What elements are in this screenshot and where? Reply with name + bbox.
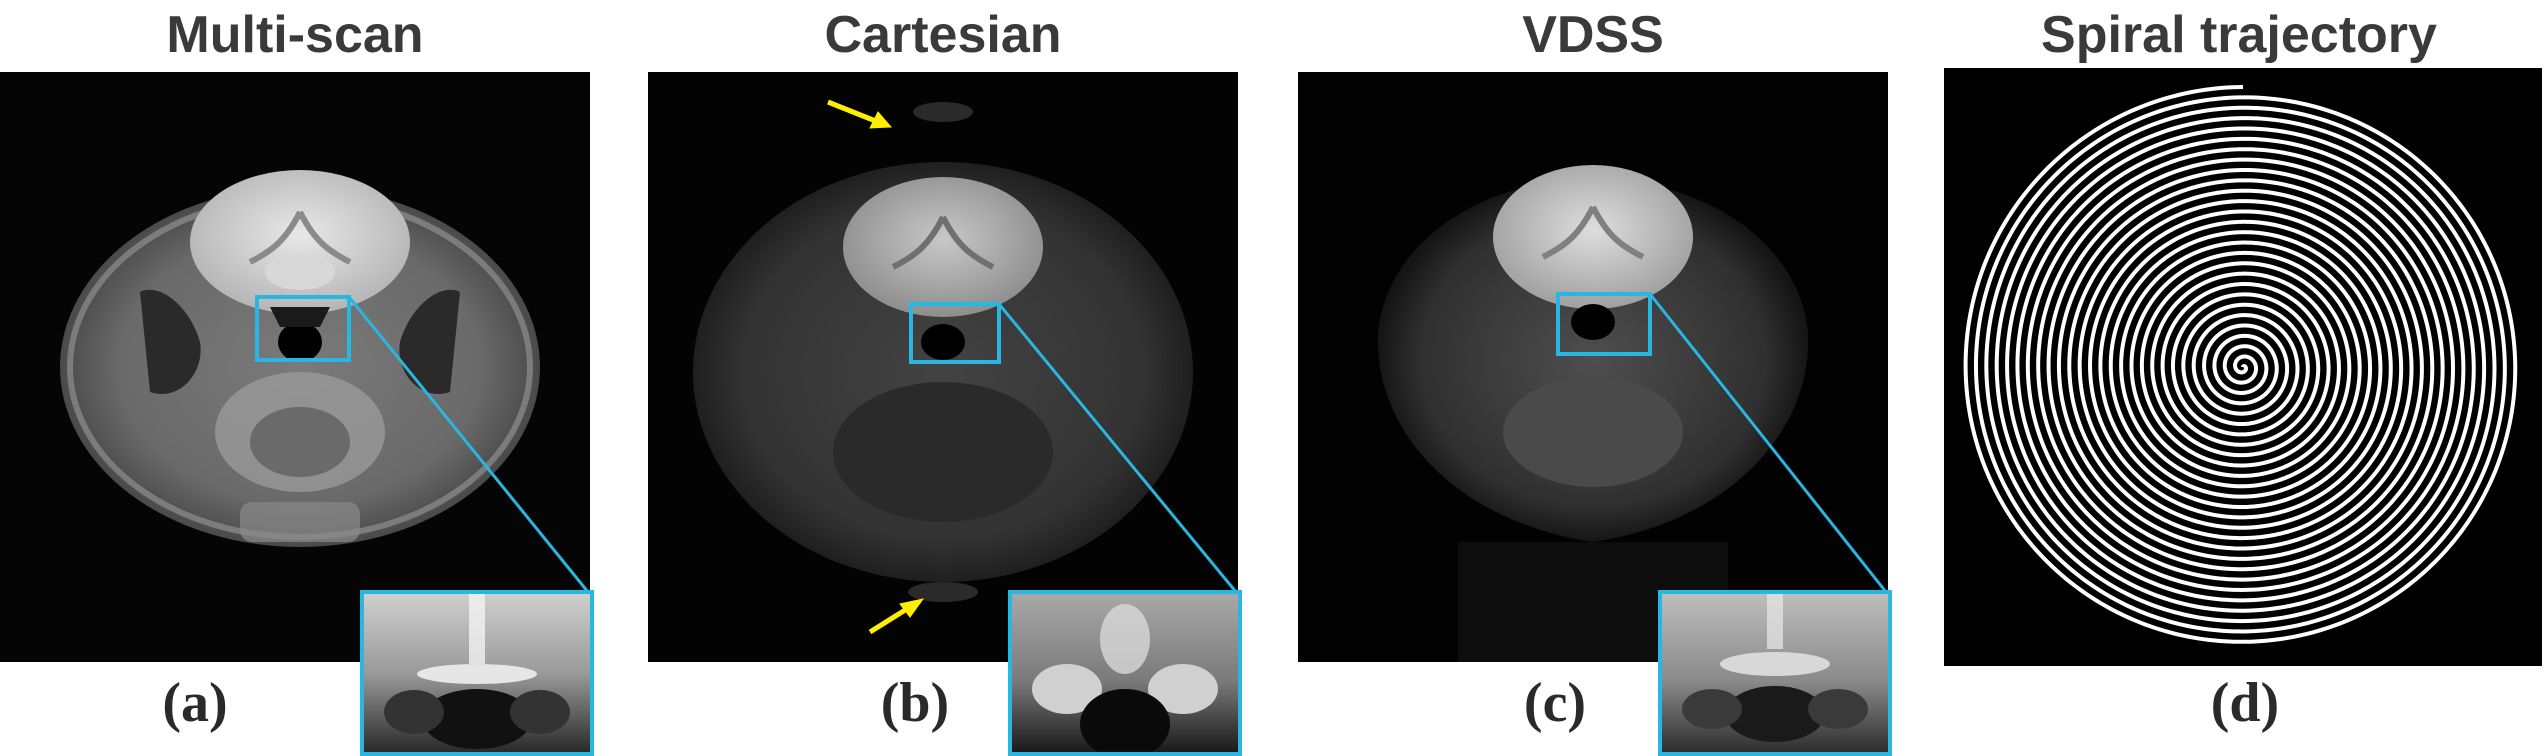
panel-a-mri-image — [0, 72, 590, 662]
head-outline — [60, 187, 540, 547]
brain — [1493, 165, 1693, 309]
panel-d-spiral-trajectory — [1944, 68, 2542, 666]
panel-b-mri-image — [648, 72, 1238, 662]
arrow-icon-bottom — [868, 598, 925, 635]
panel-b-label: (b) — [880, 672, 950, 734]
zoom-region-box — [255, 295, 351, 362]
panel-b-title: Cartesian — [824, 6, 1062, 64]
panel-a-label: (a) — [162, 672, 228, 734]
panel-c-title: VDSS — [1522, 6, 1664, 64]
panel-c-label: (c) — [1523, 672, 1587, 734]
panel-d-title: Spiral trajectory — [2041, 6, 2437, 64]
brain — [843, 177, 1043, 317]
arrow-icon-top — [827, 99, 893, 129]
zoom-region-box — [1556, 292, 1652, 356]
panel-b-zoom-inset — [1008, 590, 1242, 756]
panel-c-zoom-inset — [1658, 590, 1892, 756]
head-outline — [693, 162, 1193, 582]
head-outline — [1377, 177, 1809, 542]
zoom-region-box — [909, 302, 1001, 364]
panel-c-mri-image — [1298, 72, 1888, 662]
panel-d-label: (d) — [2210, 672, 2280, 734]
panel-a-zoom-inset — [360, 590, 594, 756]
panel-a-title: Multi-scan — [166, 6, 424, 64]
spiral-curve — [1963, 85, 2518, 644]
brain — [190, 170, 410, 314]
